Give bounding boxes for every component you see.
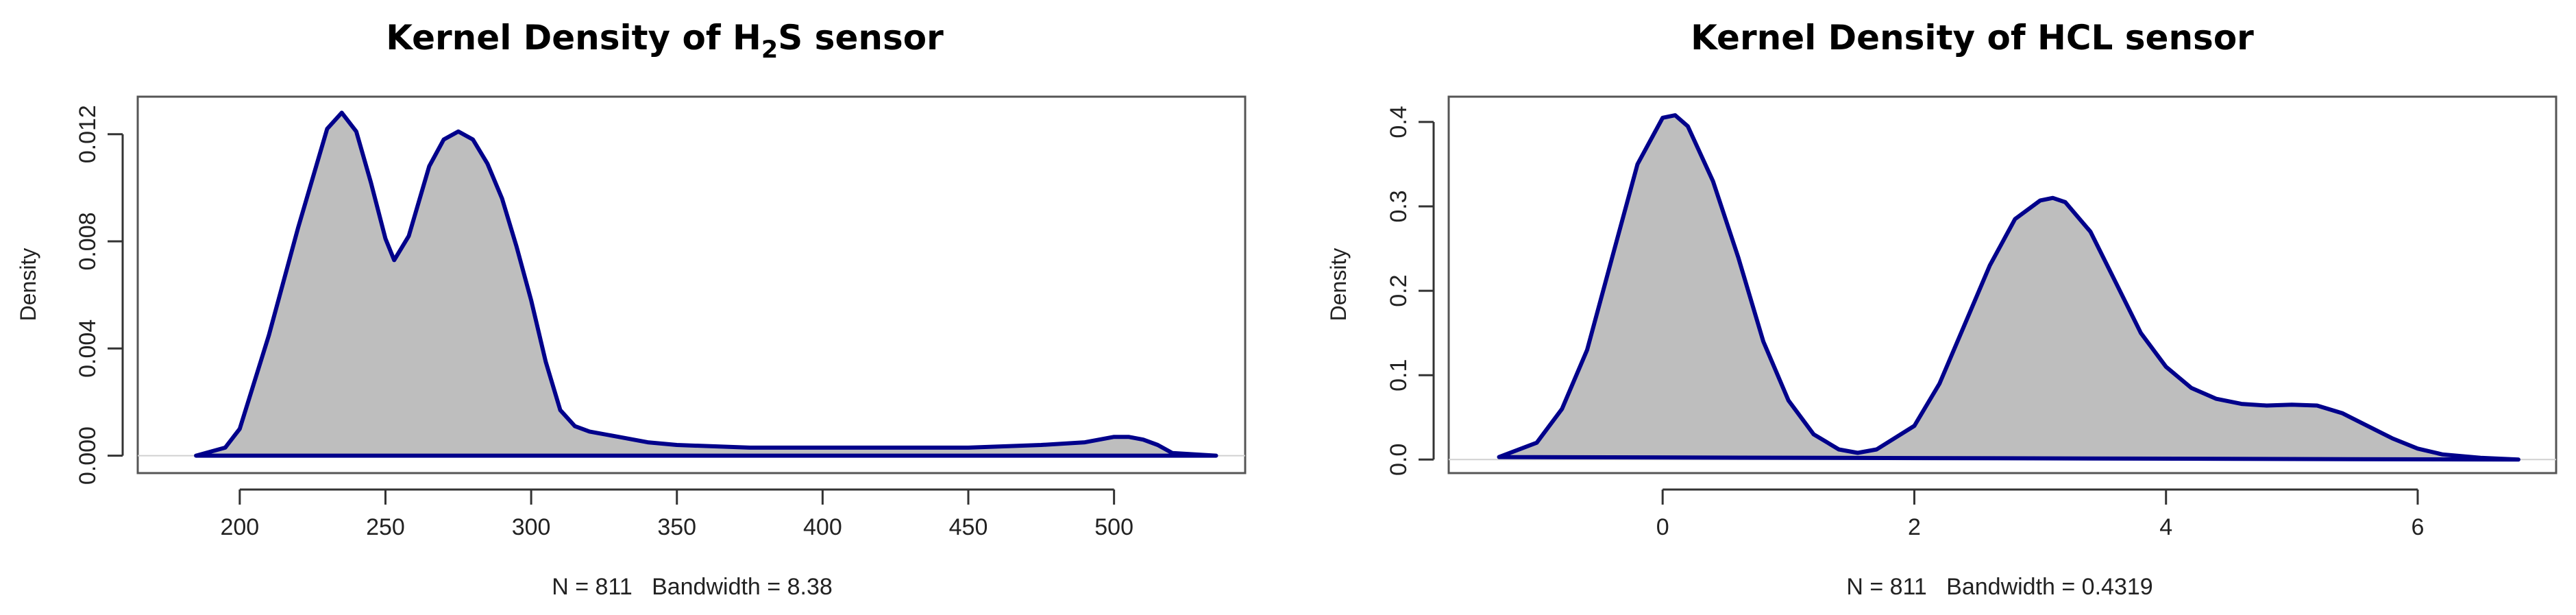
h2s-y-axis-label: Density: [16, 248, 40, 322]
hcl-x-axis-label: N = 811 Bandwidth = 0.4319: [1846, 574, 2152, 600]
h2s-x-tick-label: 450: [949, 514, 988, 540]
h2s-x-tick-label: 250: [366, 514, 405, 540]
h2s-x-tick-label: 300: [512, 514, 551, 540]
hcl-x-tick-label: 2: [1908, 514, 1921, 540]
h2s-density-curve: [194, 110, 1218, 458]
hcl-y-tick-label: 0.4: [1386, 106, 1412, 138]
hcl-density-curve: [1497, 113, 2520, 462]
hcl-plot-frame: [1447, 95, 2557, 474]
h2s-chart-title: Kernel Density of H2S sensor: [386, 18, 944, 64]
h2s-y-tick-label: 0.008: [75, 212, 101, 270]
h2s-plot-frame: [136, 95, 1247, 474]
h2s-y-tick-label: 0.000: [75, 426, 101, 485]
hcl-y-tick-label: 0.2: [1386, 274, 1412, 306]
hcl-y-axis: 0.0 0.1 0.2 0.3 0.4: [1386, 106, 1435, 476]
h2s-y-tick-label: 0.004: [75, 319, 101, 378]
hcl-x-axis: 0 2 4 6: [1656, 488, 2425, 540]
h2s-x-tick-label: 500: [1094, 514, 1133, 540]
h2s-x-axis-label: N = 811 Bandwidth = 8.38: [552, 574, 833, 600]
hcl-chart-title: Kernel Density of HCL sensor: [1691, 18, 2254, 58]
h2s-x-tick-label: 200: [220, 514, 259, 540]
h2s-y-axis: 0.000 0.004 0.008 0.012: [75, 105, 124, 485]
hcl-y-tick-label: 0.1: [1386, 359, 1412, 391]
hcl-x-tick-label: 6: [2412, 514, 2425, 540]
h2s-x-tick-label: 400: [803, 514, 842, 540]
h2s-x-axis: 200 250 300 350 400 450 500: [220, 488, 1133, 540]
hcl-y-tick-label: 0.0: [1386, 444, 1412, 476]
hcl-x-tick-label: 0: [1656, 514, 1669, 540]
h2s-density-panel: Kernel Density of H2S sensor 200 250 300 35…: [16, 18, 1247, 600]
hcl-density-panel: Kernel Density of HCL sensor 0 2 4 6 0.0 0.1…: [1326, 18, 2557, 600]
h2s-x-tick-label: 350: [657, 514, 696, 540]
hcl-y-tick-label: 0.3: [1386, 190, 1412, 222]
hcl-y-axis-label: Density: [1326, 248, 1351, 322]
hcl-x-tick-label: 4: [2159, 514, 2172, 540]
h2s-y-tick-label: 0.012: [75, 105, 101, 163]
